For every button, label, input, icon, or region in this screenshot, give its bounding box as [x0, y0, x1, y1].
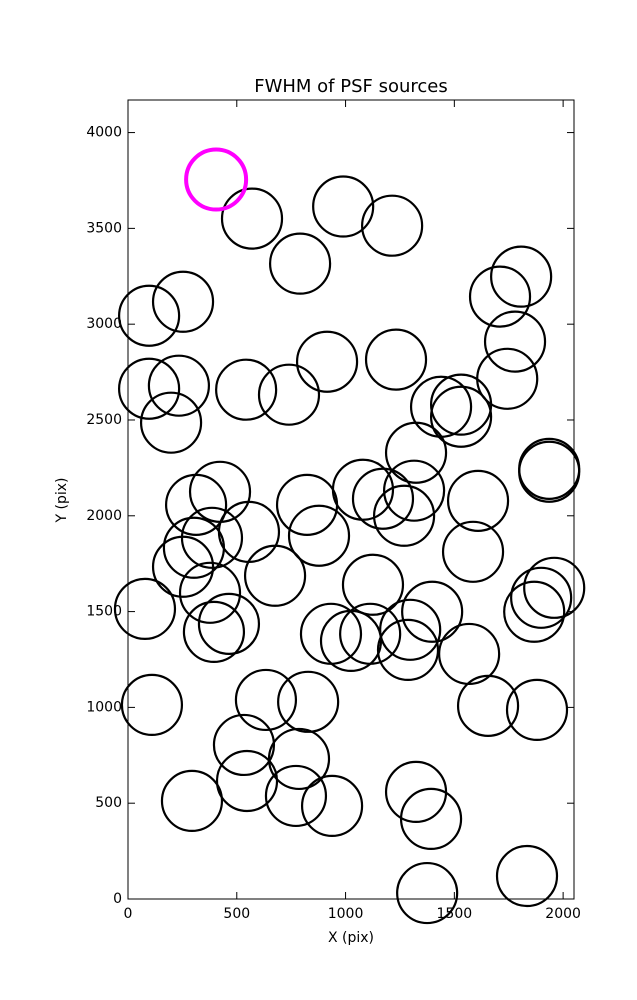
x-tick-label: 2000 — [545, 906, 581, 922]
source — [510, 566, 573, 629]
source — [401, 580, 464, 643]
source — [339, 602, 402, 665]
x-tick-label: 1000 — [328, 906, 364, 922]
y-tick-label: 1500 — [86, 604, 122, 620]
source — [379, 598, 442, 661]
source — [164, 473, 228, 536]
chart-title: FWHM of PSF sources — [254, 76, 448, 97]
source — [182, 600, 246, 664]
source — [376, 618, 440, 682]
source — [160, 769, 224, 832]
source — [277, 670, 340, 733]
source — [382, 459, 446, 522]
source — [118, 357, 181, 420]
source — [151, 535, 215, 598]
source — [120, 673, 184, 737]
source — [275, 473, 339, 536]
source — [151, 270, 215, 333]
source — [215, 749, 279, 813]
x-tick-label: 1500 — [437, 906, 473, 922]
y-tick-label: 4000 — [86, 125, 122, 141]
source — [118, 284, 181, 347]
source — [312, 175, 375, 238]
y-axis-label: Y (pix) — [54, 478, 70, 524]
source — [505, 678, 569, 741]
source — [139, 391, 203, 454]
source — [267, 727, 331, 791]
source — [523, 556, 586, 619]
y-tick-label: 500 — [95, 795, 122, 811]
source — [490, 245, 553, 308]
source — [341, 553, 405, 616]
source — [456, 674, 520, 737]
source — [483, 310, 547, 373]
source — [197, 592, 261, 655]
source — [361, 194, 424, 257]
source — [364, 328, 428, 391]
source — [264, 764, 328, 828]
source — [446, 469, 510, 532]
y-tick-label: 2500 — [86, 412, 122, 428]
y-tick-label: 2000 — [86, 508, 122, 524]
source — [220, 187, 284, 250]
source — [178, 561, 242, 624]
source — [113, 577, 177, 641]
source — [295, 330, 359, 393]
source — [212, 713, 276, 777]
y-tick-label: 1000 — [86, 699, 122, 715]
source — [441, 520, 505, 583]
source — [372, 484, 436, 547]
y-tick-label: 3500 — [86, 220, 122, 236]
source — [518, 440, 581, 503]
source — [300, 774, 364, 837]
y-tick-label: 3000 — [86, 316, 122, 332]
source — [147, 354, 211, 417]
x-tick-label: 0 — [124, 906, 133, 922]
source — [215, 358, 278, 421]
source — [396, 861, 459, 925]
source — [429, 385, 493, 448]
source — [243, 544, 307, 607]
y-tick-label: 0 — [113, 891, 122, 907]
highlighted-source — [184, 147, 249, 212]
plot-frame — [127, 99, 575, 900]
x-axis-label: X (pix) — [328, 930, 374, 946]
source — [257, 363, 321, 426]
source — [399, 787, 463, 851]
source — [268, 232, 332, 295]
source — [287, 504, 351, 567]
source — [234, 668, 298, 732]
x-tick-label: 500 — [223, 906, 250, 922]
source — [429, 373, 493, 436]
source — [384, 421, 448, 484]
source — [503, 580, 566, 643]
source — [495, 844, 559, 908]
source — [468, 265, 532, 328]
